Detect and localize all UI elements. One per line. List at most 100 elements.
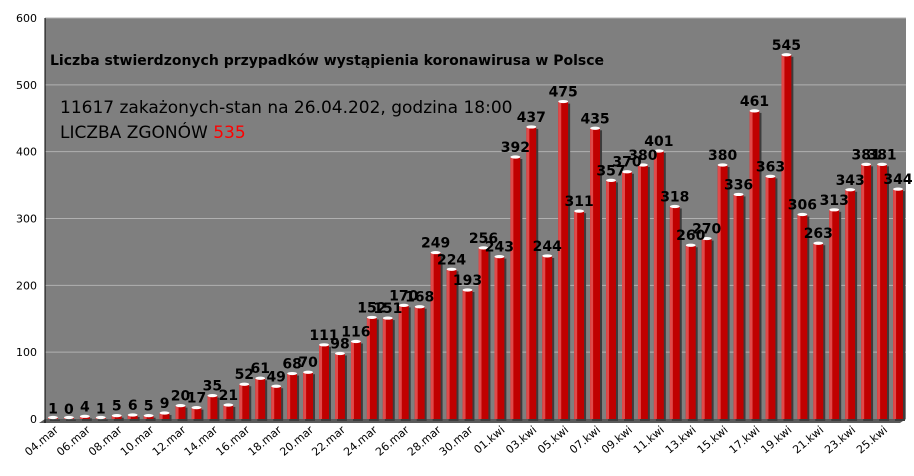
data-label: 5 bbox=[112, 399, 122, 415]
x-tick-label: 09.kwi bbox=[599, 423, 635, 456]
x-tick-label: 18.mar bbox=[246, 423, 285, 459]
data-label: 343 bbox=[836, 173, 865, 189]
bar bbox=[255, 376, 268, 421]
data-label: 61 bbox=[251, 361, 270, 377]
data-label: 116 bbox=[341, 324, 370, 340]
bar bbox=[382, 316, 395, 421]
data-label: 545 bbox=[772, 38, 801, 54]
x-tick-label: 26.mar bbox=[373, 423, 412, 459]
data-label: 35 bbox=[203, 379, 222, 395]
y-tick-label: 300 bbox=[16, 213, 37, 226]
bar bbox=[159, 411, 172, 421]
data-label: 151 bbox=[373, 301, 402, 317]
data-label: 152 bbox=[357, 300, 386, 316]
data-label: 49 bbox=[266, 369, 285, 385]
bar bbox=[287, 371, 300, 421]
data-label: 461 bbox=[740, 94, 769, 110]
y-tick-label: 100 bbox=[16, 346, 37, 359]
x-tick-label: 01.kwi bbox=[471, 423, 507, 456]
bar bbox=[510, 155, 523, 421]
data-label: 435 bbox=[580, 111, 609, 127]
x-tick-label: 08.mar bbox=[86, 423, 125, 459]
bar bbox=[462, 288, 475, 421]
data-label: 1 bbox=[96, 401, 106, 417]
bar bbox=[813, 241, 826, 421]
bar bbox=[622, 170, 634, 421]
deaths-value: 535 bbox=[213, 123, 246, 143]
x-tick-label: 13.kwi bbox=[663, 423, 699, 456]
x-tick-label: 03.kwi bbox=[503, 423, 539, 456]
bar bbox=[335, 351, 347, 421]
bar bbox=[526, 125, 539, 421]
data-label: 70 bbox=[298, 355, 318, 371]
y-axis: 0 100 200 300 400 500 600 bbox=[16, 12, 46, 426]
data-label: 344 bbox=[883, 172, 912, 188]
bar bbox=[606, 178, 618, 421]
data-label: 306 bbox=[788, 197, 817, 213]
bar bbox=[414, 305, 427, 421]
bar bbox=[239, 382, 252, 421]
bar bbox=[637, 163, 650, 421]
x-axis: 04.mar06.mar08.mar10.mar12.mar14.mar16.m… bbox=[22, 423, 890, 459]
gridlines bbox=[45, 17, 906, 353]
bar bbox=[478, 246, 491, 421]
chart-title: Liczba stwierdzonych przypadków wystąpie… bbox=[50, 53, 605, 69]
bar bbox=[223, 403, 236, 421]
bar bbox=[542, 254, 555, 421]
data-label: 260 bbox=[676, 228, 705, 244]
bar bbox=[590, 126, 603, 421]
data-label: 313 bbox=[820, 193, 849, 209]
bar bbox=[446, 267, 459, 421]
x-tick-label: 10.mar bbox=[118, 423, 157, 459]
data-label: 381 bbox=[852, 147, 881, 163]
data-label: 111 bbox=[309, 328, 338, 344]
bar bbox=[303, 370, 316, 421]
bar bbox=[79, 414, 92, 421]
data-label: 363 bbox=[756, 159, 785, 175]
data-label: 98 bbox=[330, 337, 349, 353]
bar bbox=[574, 209, 587, 421]
bar bbox=[350, 339, 363, 421]
x-tick-label: 23.kwi bbox=[822, 423, 858, 456]
bar bbox=[143, 414, 156, 421]
data-label: 168 bbox=[405, 290, 434, 306]
x-tick-label: 19.kwi bbox=[758, 423, 794, 456]
y-tick-label: 600 bbox=[16, 12, 37, 25]
bar bbox=[765, 174, 778, 421]
bar bbox=[717, 163, 730, 421]
x-tick-label: 20.mar bbox=[277, 423, 316, 459]
bar bbox=[430, 250, 443, 421]
data-label: 263 bbox=[804, 226, 833, 242]
bar bbox=[781, 53, 794, 422]
bar bbox=[366, 315, 379, 421]
data-label: 170 bbox=[389, 288, 418, 304]
bar bbox=[207, 394, 220, 421]
x-tick-label: 05.kwi bbox=[535, 423, 571, 456]
data-label: 380 bbox=[708, 148, 737, 164]
x-tick-label: 15.kwi bbox=[695, 423, 731, 456]
bar bbox=[653, 149, 666, 421]
data-label: 311 bbox=[565, 194, 594, 210]
bar bbox=[861, 162, 874, 421]
bar bbox=[877, 162, 890, 421]
x-tick-label: 30.mar bbox=[437, 423, 476, 459]
x-tick-label: 11.kwi bbox=[631, 423, 667, 456]
bar bbox=[845, 188, 858, 421]
deaths-label: LICZBA ZGONÓW bbox=[60, 123, 208, 143]
bar bbox=[749, 109, 762, 422]
bar bbox=[111, 414, 124, 421]
bars bbox=[48, 53, 905, 422]
x-tick-label: 12.mar bbox=[150, 423, 189, 459]
data-label: 437 bbox=[517, 110, 546, 126]
data-labels: 1 0 4 1 5 6 5 9 20173521526149687011198116152151… bbox=[48, 38, 913, 418]
data-label: 68 bbox=[282, 357, 301, 373]
x-tick-label: 14.mar bbox=[182, 423, 221, 459]
data-label: 21 bbox=[219, 388, 238, 404]
data-label: 357 bbox=[596, 163, 625, 179]
bar bbox=[797, 212, 810, 421]
bar bbox=[63, 415, 76, 421]
y-tick-label: 500 bbox=[16, 79, 37, 92]
x-tick-label: 22.mar bbox=[309, 423, 348, 459]
deaths-line: LICZBA ZGONÓW 535 bbox=[60, 123, 246, 143]
